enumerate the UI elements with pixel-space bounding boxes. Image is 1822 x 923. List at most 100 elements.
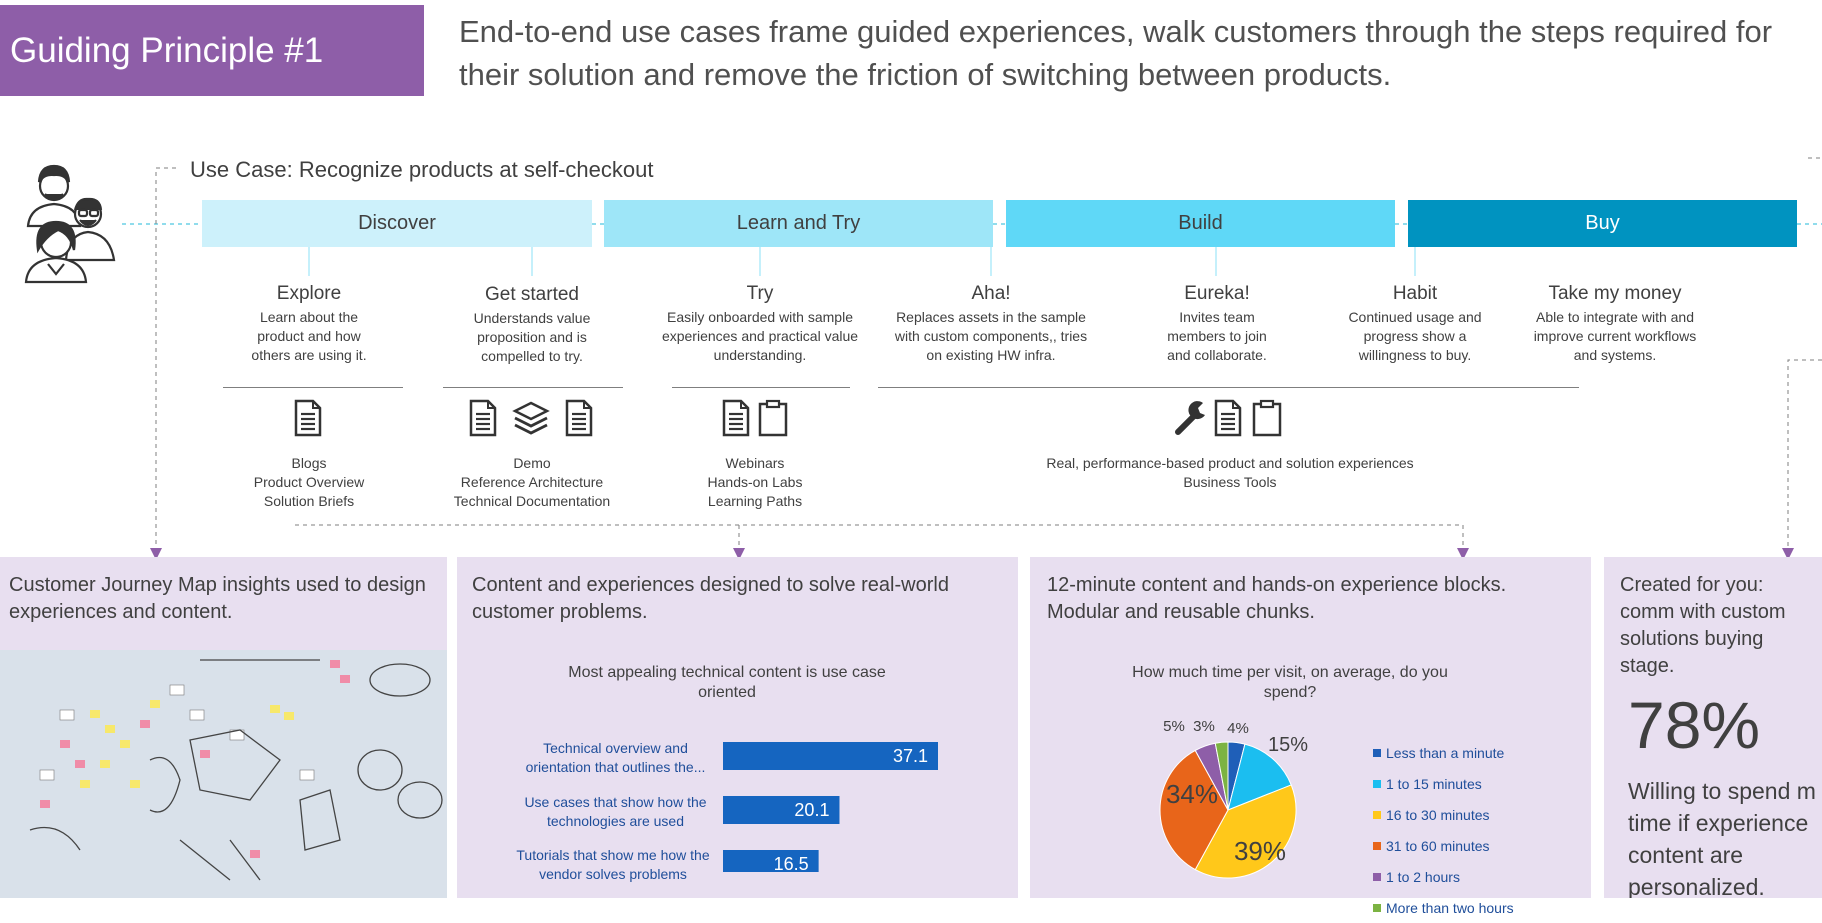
principle-title: Guiding Principle #1 xyxy=(10,30,324,70)
pie-slice xyxy=(1159,749,1229,871)
resource-item[interactable]: Solution Briefs xyxy=(263,493,355,509)
layers-icon xyxy=(512,399,550,437)
resource-item[interactable]: Real, performance-based product and solu… xyxy=(1046,455,1414,471)
legend-item: 1 to 2 hours xyxy=(1373,861,1583,892)
step-title: Take my money xyxy=(1548,283,1682,304)
resource-item[interactable]: Blogs xyxy=(291,455,327,471)
legend-label: 1 to 2 hours xyxy=(1386,868,1460,885)
panel-content-blocks: 12-minute content and hands-on experienc… xyxy=(1030,557,1591,916)
pie-slice xyxy=(1214,741,1229,811)
pie-legend: Less than a minute 1 to 15 minutes 16 to 3… xyxy=(1373,737,1583,923)
resource-item[interactable]: Technical Documentation xyxy=(453,493,611,509)
legend-label: Less than a minute xyxy=(1386,744,1505,761)
panel-text: 12-minute content and hands-on experienc… xyxy=(1047,574,1507,623)
resource-item[interactable]: Webinars xyxy=(725,455,785,471)
wrench-icon xyxy=(1173,399,1209,437)
panel-text: Customer Journey Map insights used to de… xyxy=(9,574,426,623)
use-case-title: Use Case: Recognize products at self-che… xyxy=(190,157,654,182)
legend-item: 31 to 60 minutes xyxy=(1373,830,1583,861)
stage-learn-and-try[interactable]: Learn and Try xyxy=(604,200,993,247)
pie-value-label: 4% xyxy=(1227,720,1249,737)
pie-value-label: 15% xyxy=(1268,734,1308,756)
document-icon xyxy=(468,399,498,437)
resource-item[interactable]: Hands-on Labs xyxy=(707,474,803,490)
divider xyxy=(878,387,1579,388)
bar-category-label: Use cases that show how the technologies… xyxy=(524,794,707,829)
legend-item: 16 to 30 minutes xyxy=(1373,799,1583,830)
legend-item: Less than a minute xyxy=(1373,737,1583,768)
bar-chart-title: Most appealing technical content is use … xyxy=(568,664,886,701)
step-aha: Aha! Replaces assets in the sample with c… xyxy=(881,283,1101,365)
bar xyxy=(723,742,938,770)
step-desc: Able to integrate with and improve curren… xyxy=(1533,309,1697,363)
resource-list: Real, performance-based product and solu… xyxy=(980,454,1480,492)
panel-content-experiences: Content and experiences designed to solv… xyxy=(457,557,1018,898)
step-habit: Habit Continued usage and progress show a… xyxy=(1328,283,1502,365)
legend-swatch xyxy=(1373,748,1381,757)
whiteboard-photo xyxy=(0,650,447,898)
stage-discover[interactable]: Discover xyxy=(202,200,592,247)
bar xyxy=(723,850,819,872)
step-title: Habit xyxy=(1392,283,1438,304)
step-title: Get started xyxy=(485,284,579,305)
legend-swatch xyxy=(1373,810,1381,819)
document-icon xyxy=(564,399,594,437)
stage-buy[interactable]: Buy xyxy=(1408,200,1797,247)
stage-build[interactable]: Build xyxy=(1006,200,1395,247)
document-icon xyxy=(293,399,323,437)
step-desc: Understands value proposition and is compe… xyxy=(473,310,591,364)
resource-list: Demo Reference Architecture Technical Do… xyxy=(432,454,632,511)
step-desc: Continued usage and progress show a willin… xyxy=(1348,309,1482,363)
bar-category-label: Technical overview and orientation that … xyxy=(525,740,706,775)
big-stat-value: 78% xyxy=(1628,688,1761,762)
bar-value-label: 37.1 xyxy=(893,746,928,766)
step-title: Try xyxy=(746,283,774,304)
step-title: Aha! xyxy=(971,283,1011,304)
panel-journey-map: Customer Journey Map insights used to de… xyxy=(0,557,447,898)
stage-label: Learn and Try xyxy=(736,212,861,234)
resource-item[interactable]: Demo xyxy=(513,455,551,471)
stage-label: Discover xyxy=(358,212,436,234)
pie-value-label: 3% xyxy=(1193,718,1215,735)
legend-label: 1 to 15 minutes xyxy=(1386,775,1482,792)
resource-item[interactable]: Learning Paths xyxy=(707,493,803,509)
step-desc: Easily onboarded with sample experiences … xyxy=(661,309,859,363)
step-desc: Invites team members to join and collabora… xyxy=(1167,309,1267,363)
legend-swatch xyxy=(1373,841,1381,850)
stage-label: Buy xyxy=(1585,212,1620,234)
resource-item[interactable]: Business Tools xyxy=(1183,474,1277,490)
pie-chart: 4% 15% 39% 34% 5% 3% xyxy=(1159,718,1308,879)
step-take-my-money: Take my money Able to integrate with and… xyxy=(1510,283,1720,365)
legend-swatch xyxy=(1373,872,1381,881)
panel-personalized: Created for you: comm with custom soluti… xyxy=(1604,557,1822,898)
legend-label: 31 to 60 minutes xyxy=(1386,837,1490,854)
divider xyxy=(223,387,403,388)
bar-value-label: 16.5 xyxy=(774,854,809,872)
pie-slice xyxy=(1194,784,1297,879)
persona-icon xyxy=(18,160,122,284)
panel-text: Created for you: comm with custom soluti… xyxy=(1620,574,1786,677)
step-title: Eureka! xyxy=(1184,283,1250,304)
divider xyxy=(443,387,623,388)
resource-item[interactable]: Product Overview xyxy=(253,474,365,490)
clipboard-icon xyxy=(757,399,789,437)
legend-label: More than two hours xyxy=(1386,899,1514,916)
resource-list: Webinars Hands-on Labs Learning Paths xyxy=(680,454,830,511)
legend-item: More than two hours xyxy=(1373,892,1583,923)
resource-item[interactable]: Reference Architecture xyxy=(460,474,604,490)
step-try: Try Easily onboarded with sample experien… xyxy=(655,283,865,365)
clipboard-icon xyxy=(1251,399,1283,437)
pie-value-label: 39% xyxy=(1234,836,1286,866)
bar xyxy=(723,796,840,824)
pie-chart-title: How much time per visit, on average, do … xyxy=(1132,664,1448,701)
step-title: Explore xyxy=(276,283,342,304)
legend-label: 16 to 30 minutes xyxy=(1386,806,1490,823)
principle-badge: Guiding Principle #1 xyxy=(0,5,424,96)
big-stat-caption: Willing to spend m time if experience co… xyxy=(1628,778,1816,898)
step-desc: Learn about the product and how others are… xyxy=(251,309,367,363)
headline: End-to-end use cases frame guided experi… xyxy=(459,14,1773,92)
pie-value-label: 34% xyxy=(1166,779,1218,809)
pie-value-label: 5% xyxy=(1163,718,1185,735)
step-desc: Replaces assets in the sample with custom… xyxy=(894,309,1088,363)
legend-item: 1 to 15 minutes xyxy=(1373,768,1583,799)
